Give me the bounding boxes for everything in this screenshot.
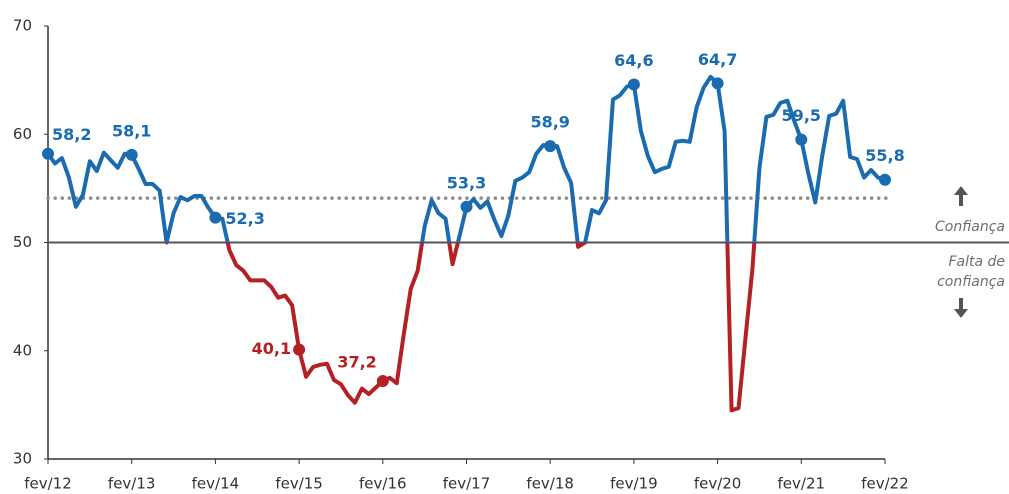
marker xyxy=(293,343,306,356)
annotation: Confiança xyxy=(935,219,1005,235)
annotation: Falta de xyxy=(948,254,1005,270)
value-label: 59,5 xyxy=(782,106,821,125)
x-tick-label: fev/21 xyxy=(778,475,826,493)
x-tick-label: fev/22 xyxy=(861,475,909,493)
x-tick-label: fev/13 xyxy=(108,475,156,493)
marker xyxy=(711,77,724,90)
x-tick-label: fev/17 xyxy=(443,475,491,493)
value-label: 58,9 xyxy=(530,113,569,132)
y-tick-label: 50 xyxy=(13,233,32,251)
value-label: 64,6 xyxy=(614,51,653,70)
x-tick-label: fev/18 xyxy=(526,475,574,493)
value-label: 58,1 xyxy=(112,121,151,140)
marker xyxy=(209,211,222,224)
up-arrow xyxy=(954,186,968,206)
marker xyxy=(460,200,473,213)
marker xyxy=(795,133,808,146)
x-tick-label: fev/16 xyxy=(359,475,407,493)
marker xyxy=(627,78,640,91)
value-label: 58,2 xyxy=(52,125,91,144)
x-tick-label: fev/14 xyxy=(192,475,240,493)
y-tick-label: 30 xyxy=(13,450,32,468)
y-tick-label: 70 xyxy=(13,17,32,35)
value-label: 55,8 xyxy=(865,146,904,165)
marker xyxy=(879,173,891,186)
down-arrow xyxy=(954,298,968,318)
line xyxy=(46,74,886,413)
y-tick-label: 60 xyxy=(13,125,32,143)
x-tick-label: fev/12 xyxy=(24,475,72,493)
marker xyxy=(125,148,138,161)
value-label: 37,2 xyxy=(337,353,376,372)
y-tick-label: 40 xyxy=(13,341,32,359)
marker xyxy=(42,147,54,160)
x-tick-label: fev/15 xyxy=(275,475,323,493)
value-label: 52,3 xyxy=(225,209,264,228)
marker xyxy=(376,375,389,388)
marker xyxy=(544,140,557,153)
x-tick-label: fev/19 xyxy=(610,475,658,493)
value-label: 40,1 xyxy=(252,339,291,358)
annotation: confiança xyxy=(937,274,1005,290)
value-label: 64,7 xyxy=(698,50,737,69)
x-tick-label: fev/20 xyxy=(694,475,742,493)
value-label: 53,3 xyxy=(447,173,486,192)
